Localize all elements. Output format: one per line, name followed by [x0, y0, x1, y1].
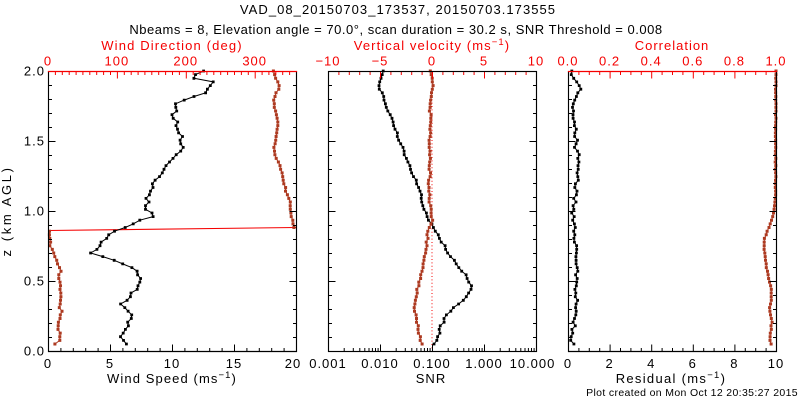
svg-text:100: 100	[105, 54, 130, 69]
svg-text:−5: −5	[372, 54, 389, 69]
svg-text:5: 5	[106, 356, 114, 371]
svg-text:10.000: 10.000	[510, 356, 556, 371]
svg-text:1.0: 1.0	[765, 54, 786, 69]
svg-text:0.0: 0.0	[24, 344, 45, 359]
svg-text:0.001: 0.001	[309, 356, 347, 371]
svg-text:1.000: 1.000	[465, 356, 503, 371]
svg-text:0.6: 0.6	[682, 54, 703, 69]
svg-text:200: 200	[173, 54, 198, 69]
svg-text:VAD_08_20150703_173537, 201507: VAD_08_20150703_173537, 20150703.173555	[240, 2, 556, 17]
svg-text:10: 10	[528, 54, 544, 69]
svg-text:Plot created on Mon Oct 12 20:: Plot created on Mon Oct 12 20:35:27 2015	[586, 387, 798, 399]
svg-text:5: 5	[480, 54, 488, 69]
svg-text:0.010: 0.010	[361, 356, 399, 371]
svg-text:300: 300	[242, 54, 267, 69]
svg-text:SNR: SNR	[416, 371, 446, 386]
svg-text:0.100: 0.100	[413, 356, 451, 371]
svg-text:2: 2	[605, 356, 613, 371]
svg-text:0: 0	[44, 356, 52, 371]
svg-text:20: 20	[285, 356, 301, 371]
svg-text:z (km AGL): z (km AGL)	[0, 165, 14, 256]
svg-text:8: 8	[730, 356, 738, 371]
svg-text:0.0: 0.0	[557, 54, 578, 69]
svg-text:15: 15	[226, 356, 242, 371]
svg-text:2.0: 2.0	[24, 64, 45, 79]
svg-text:Residual (ms−1): Residual (ms−1)	[616, 370, 727, 386]
svg-text:10: 10	[768, 356, 784, 371]
svg-text:0.5: 0.5	[24, 274, 45, 289]
svg-text:0.4: 0.4	[641, 54, 662, 69]
svg-text:0: 0	[564, 356, 572, 371]
svg-text:0: 0	[428, 54, 436, 69]
svg-text:1.0: 1.0	[24, 204, 45, 219]
svg-text:Nbeams = 8, Elevation angle =: Nbeams = 8, Elevation angle = 70.0°, sca…	[129, 22, 662, 37]
svg-text:6: 6	[689, 356, 697, 371]
svg-text:−10: −10	[315, 54, 340, 69]
svg-text:0: 0	[44, 54, 52, 69]
svg-text:4: 4	[647, 356, 655, 371]
svg-text:Wind Speed (ms−1): Wind Speed (ms−1)	[107, 370, 237, 386]
svg-text:1.5: 1.5	[24, 134, 45, 149]
svg-text:Wind Direction (deg): Wind Direction (deg)	[101, 38, 243, 53]
svg-text:0.8: 0.8	[724, 54, 745, 69]
svg-text:Vertical velocity (ms−1): Vertical velocity (ms−1)	[354, 37, 510, 53]
svg-text:0.2: 0.2	[599, 54, 620, 69]
svg-text:Correlation: Correlation	[635, 38, 710, 53]
svg-text:10: 10	[164, 356, 180, 371]
